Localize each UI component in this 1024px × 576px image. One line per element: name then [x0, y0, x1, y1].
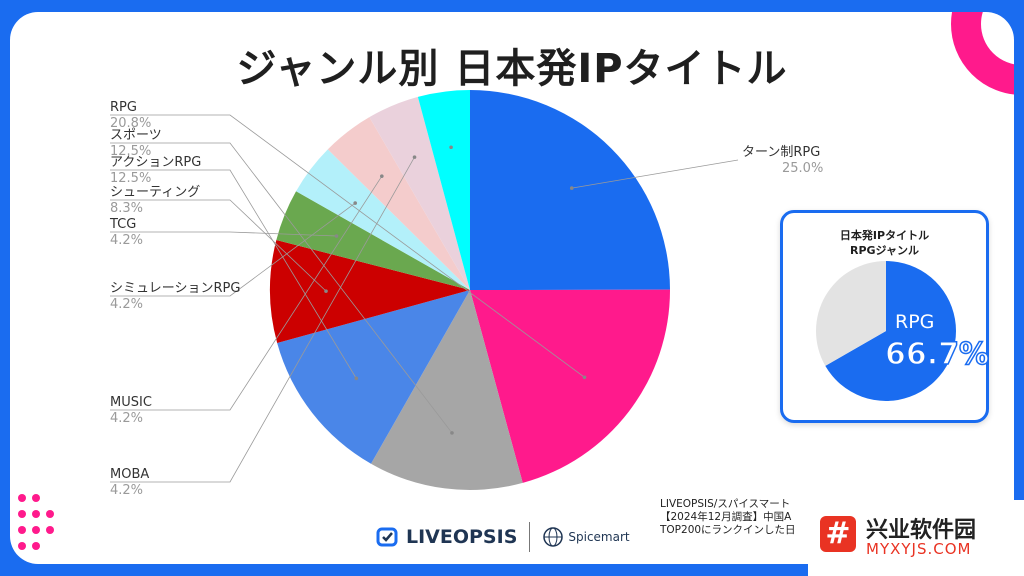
card-pie-slice-rpg: [825, 261, 956, 401]
pie-slice-slice-2: [370, 290, 523, 491]
card-slice-label: RPG: [895, 311, 935, 333]
pie-slice-rpg: [296, 149, 470, 290]
source-note: LIVEOPSIS/スパイスマート 【2024年12月調査】中国A TOP200…: [660, 498, 820, 537]
leader-dot-mmorpg: [449, 145, 453, 150]
leader-line-slice-2: [110, 142, 453, 434]
slice-value-rpg: 25.0%: [782, 161, 823, 176]
leader-line-rpg: [110, 169, 357, 379]
corner-decoration: [951, 12, 1014, 95]
pie-slice-tcg: [276, 191, 470, 290]
pie-slice-slice-4: [270, 240, 470, 344]
slice-value-rpg: 12.5%: [110, 171, 151, 186]
watermark-url: MYXYJS.COM: [866, 540, 972, 558]
slice-label-rpg: ターン制RPG: [742, 145, 820, 160]
slice-label-rpg: アクションRPG: [110, 155, 201, 170]
spicemart-globe-icon: [543, 527, 564, 547]
source-line: LIVEOPSIS/スパイスマート: [660, 498, 791, 510]
slice-label-slice-4: シューティング: [110, 185, 200, 200]
dot-decoration: [18, 494, 54, 550]
spicemart-logo-text: Spicemart: [568, 530, 630, 544]
source-line: TOP200にランクインした日: [660, 524, 796, 536]
card-title-line2: RPGジャンル: [849, 244, 919, 257]
leader-dot-rpg: [353, 201, 357, 205]
pie-slice-music: [327, 117, 470, 290]
leader-dot-tcg: [334, 234, 339, 238]
leader-dot-music: [380, 174, 384, 178]
slice-value-slice-4: 8.3%: [110, 201, 143, 216]
leader-dot-moba: [412, 155, 417, 159]
slice-value-mmorpg: 4.2%: [110, 12, 143, 16]
pie-slice-moba: [369, 96, 470, 290]
watermark: # 兴业软件园 MYXYJS.COM: [808, 500, 1024, 576]
slice-value-music: 4.2%: [110, 411, 143, 426]
slice-value-moba: 4.2%: [110, 483, 143, 498]
slice-label-rpg: RPG: [110, 100, 137, 115]
card-pie-slice-other: [816, 261, 886, 366]
source-line: 【2024年12月調査】中国A: [660, 511, 792, 523]
slice-label-moba: MOBA: [110, 467, 149, 482]
slice-value-rpg: 20.8%: [110, 116, 151, 131]
watermark-hash-icon: #: [820, 516, 856, 552]
liveopsis-logo-text: LIVEOPSIS: [406, 526, 518, 548]
leader-dot-slice-2: [450, 431, 454, 435]
rpg-share-pie: [816, 261, 956, 401]
slice-value-slice-2: 12.5%: [110, 144, 151, 159]
pie-slice-rpg: [470, 289, 671, 483]
slice-label-tcg: TCG: [109, 217, 136, 232]
slice-label-music: MUSIC: [110, 395, 152, 410]
leader-line-moba: [110, 156, 415, 483]
footer-logos: LIVEOPSIS Spicemart: [376, 520, 630, 554]
rpg-share-card: 日本発IPタイトル RPGジャンル RPG 66.7%: [780, 210, 990, 423]
pie-slice-mmorpg: [417, 90, 470, 290]
slice-value-tcg: 4.2%: [110, 233, 143, 248]
card-title-line1: 日本発IPタイトル: [839, 229, 930, 242]
slice-label-rpg: シミュレーションRPG: [110, 281, 240, 296]
leader-line-slice-4: [110, 199, 327, 292]
leader-dot-rpg: [569, 186, 574, 190]
leader-line-music: [110, 175, 383, 411]
slide-panel: ジャンル別 日本発IPタイトル ターン制RPG 25.0% RPG 20.8% スポーツ…: [10, 12, 1014, 564]
leader-line-tcg: [110, 231, 337, 237]
logo-divider: [529, 522, 531, 552]
pie-slice-rpg: [470, 90, 670, 290]
leader-line-rpg: [110, 114, 585, 378]
liveopsis-logo-icon: [376, 527, 398, 547]
leader-line-rpg: [571, 159, 739, 189]
leader-dot-slice-4: [324, 289, 328, 293]
leader-dot-rpg: [354, 376, 359, 381]
genre-pie-chart: ターン制RPG25.0%RPG20.8%スポーツ12.5%アクションRPG12.…: [18, 12, 1014, 550]
chart-title: ジャンル別 日本発IPタイトル: [236, 46, 788, 92]
leader-line-rpg: [110, 202, 356, 297]
pie-slice-rpg: [277, 290, 470, 464]
slice-label-slice-2: スポーツ: [110, 128, 162, 143]
slice-value-rpg: 4.2%: [110, 297, 143, 312]
slice-label-mmorpg: MMORPG: [110, 12, 170, 16]
card-slice-value: 66.7%: [884, 336, 990, 373]
watermark-name: 兴业软件园: [866, 518, 977, 543]
leader-dot-rpg: [582, 375, 587, 380]
